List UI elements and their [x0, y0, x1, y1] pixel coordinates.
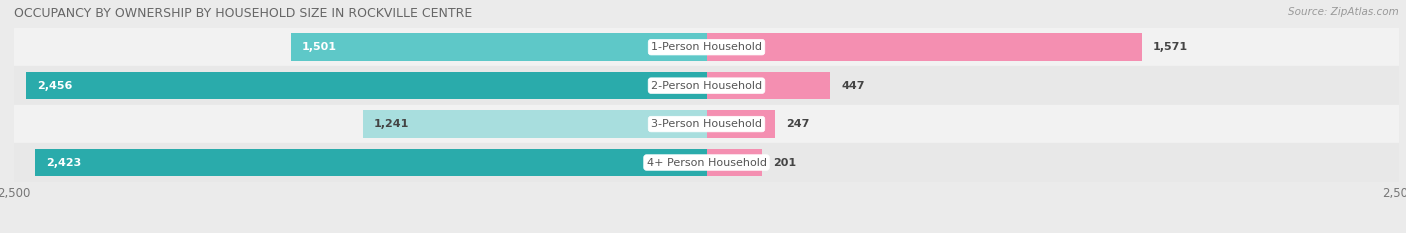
Bar [707, 110, 775, 138]
Text: 2-Person Household: 2-Person Household [651, 81, 762, 91]
Text: 1-Person Household: 1-Person Household [651, 42, 762, 52]
Text: 3-Person Household: 3-Person Household [651, 119, 762, 129]
Bar [291, 33, 707, 61]
Bar [707, 72, 831, 99]
Text: Source: ZipAtlas.com: Source: ZipAtlas.com [1288, 7, 1399, 17]
Bar [35, 149, 707, 176]
Text: 247: 247 [786, 119, 810, 129]
Bar [27, 72, 707, 99]
Bar [14, 143, 1399, 182]
Bar [707, 33, 1142, 61]
Bar [14, 28, 1399, 66]
Text: OCCUPANCY BY OWNERSHIP BY HOUSEHOLD SIZE IN ROCKVILLE CENTRE: OCCUPANCY BY OWNERSHIP BY HOUSEHOLD SIZE… [14, 7, 472, 20]
Text: 447: 447 [841, 81, 865, 91]
Bar [14, 66, 1399, 105]
Text: 4+ Person Household: 4+ Person Household [647, 158, 766, 168]
Text: 1,241: 1,241 [374, 119, 409, 129]
Text: 2,456: 2,456 [38, 81, 73, 91]
Text: 201: 201 [773, 158, 796, 168]
Text: 1,501: 1,501 [302, 42, 337, 52]
Bar [363, 110, 707, 138]
Bar [707, 149, 762, 176]
Text: 2,423: 2,423 [46, 158, 82, 168]
Text: 1,571: 1,571 [1153, 42, 1188, 52]
Bar [14, 105, 1399, 143]
